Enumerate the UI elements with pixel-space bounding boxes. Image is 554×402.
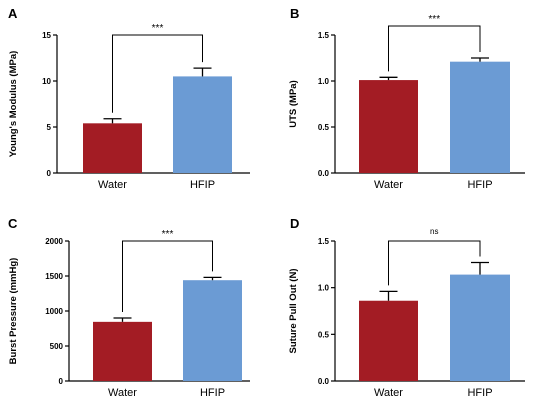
panel-letter: C <box>8 216 18 231</box>
chart-panel-a: A Young's Modulus (MPa) 0 5 10 15 Water HFIP *** <box>8 6 250 191</box>
bar-water <box>359 300 418 381</box>
y-tick-label: 0 <box>59 377 64 386</box>
bar-hfip <box>450 274 510 381</box>
y-tick-label: 1500 <box>45 272 63 281</box>
y-tick-label: 15 <box>42 31 51 40</box>
y-axis-title: Burst Pressure (mmHg) <box>8 258 19 365</box>
y-tick-label: 1.0 <box>318 284 330 293</box>
bar-water <box>93 321 152 381</box>
x-category-label: Water <box>108 387 137 399</box>
significance-bracket <box>122 240 213 312</box>
y-tick-label: 500 <box>50 342 64 351</box>
x-category-label: Water <box>374 179 403 191</box>
x-category-label: HFIP <box>467 387 492 399</box>
bar-hfip <box>173 76 232 173</box>
bar-water <box>83 123 142 173</box>
bar-water <box>359 80 418 173</box>
panel-letter: A <box>8 6 18 21</box>
panel-letter: B <box>290 6 299 21</box>
y-tick-label: 5 <box>47 123 52 132</box>
x-category-label: HFIP <box>200 387 225 399</box>
significance-label: *** <box>428 14 440 25</box>
chart-panel-d: D Suture Pull Out (N) 0.0 0.5 1.0 1.5 Water HFI… <box>288 216 525 399</box>
y-tick-label: 0.0 <box>318 169 330 178</box>
chart-panel-b: B UTS (MPa) 0.0 0.5 1.0 1.5 Water HFIP *** <box>288 6 525 191</box>
bar-hfip <box>450 61 510 173</box>
y-tick-label: 1000 <box>45 307 63 316</box>
y-tick-label: 0.5 <box>318 330 330 339</box>
x-category-label: Water <box>98 179 127 191</box>
chart-panel-c: C Burst Pressure (mmHg) 0 500 1000 1500 2000 Wa… <box>8 216 250 399</box>
y-tick-label: 1.0 <box>318 77 330 86</box>
panel-letter: D <box>290 216 299 231</box>
y-tick-label: 0.0 <box>318 377 330 386</box>
x-category-label: Water <box>374 387 403 399</box>
significance-bracket <box>388 25 481 72</box>
bar-hfip <box>183 280 242 381</box>
y-tick-label: 0.5 <box>318 123 330 132</box>
y-tick-label: 1.5 <box>318 237 330 246</box>
y-tick-label: 10 <box>42 77 51 86</box>
x-category-label: HFIP <box>190 179 215 191</box>
y-tick-label: 2000 <box>45 237 63 246</box>
y-axis-title: Young's Modulus (MPa) <box>8 51 19 158</box>
significance-label: ns <box>430 227 438 236</box>
y-axis-title: UTS (MPa) <box>288 80 299 128</box>
y-axis-title: Suture Pull Out (N) <box>288 269 299 354</box>
y-tick-label: 0 <box>47 169 52 178</box>
significance-label: *** <box>162 229 174 240</box>
significance-label: *** <box>152 23 164 34</box>
y-tick-label: 1.5 <box>318 31 330 40</box>
significance-bracket <box>388 240 481 286</box>
x-category-label: HFIP <box>467 179 492 191</box>
significance-bracket <box>112 34 203 113</box>
